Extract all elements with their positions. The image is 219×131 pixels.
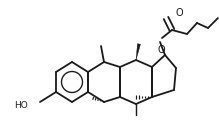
Text: HO: HO <box>14 100 28 110</box>
Text: O: O <box>175 8 183 18</box>
Polygon shape <box>136 44 140 60</box>
Text: O: O <box>157 45 165 55</box>
